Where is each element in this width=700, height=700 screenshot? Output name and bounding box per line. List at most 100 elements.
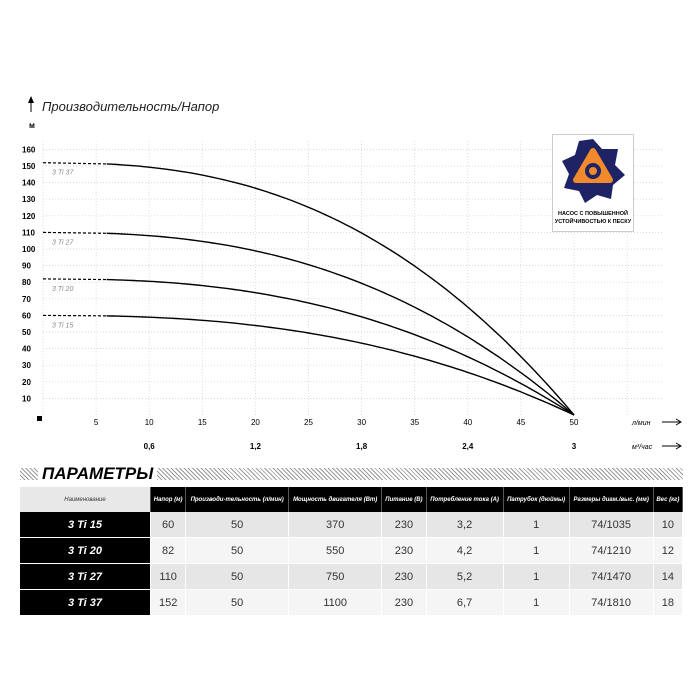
value-cell: 5,2	[426, 563, 504, 590]
table-row: 3 Ti 20 82 50 550 230 4,2 1 74/1210 12	[20, 537, 684, 564]
value-cell: 74/1035	[569, 512, 654, 538]
value-cell: 1	[503, 589, 570, 616]
value-cell: 14	[653, 563, 684, 590]
series-line	[106, 163, 575, 416]
y-tick-label: 120	[22, 212, 36, 221]
col-header: Размеры диам./выс. (мм)	[569, 487, 654, 512]
value-cell: 50	[185, 512, 290, 538]
origin-marker	[37, 416, 42, 421]
value-cell: 10	[653, 512, 684, 538]
params-section-header: ПАРАМЕТРЫ	[20, 464, 683, 484]
badge-caption: НАСОС С ПОВЫШЕННОЙ УСТОЙЧИВОСТЬЮ К ПЕСКУ	[554, 211, 632, 225]
value-cell: 4,2	[426, 537, 504, 564]
value-cell: 50	[185, 537, 290, 564]
table-header-row: Наименование Напор (м) Производи-тельнос…	[20, 487, 684, 512]
value-cell: 230	[381, 512, 427, 538]
value-cell: 50	[185, 589, 290, 616]
series-line	[106, 278, 575, 416]
x-tick-label: 35	[410, 418, 419, 427]
x-tick-label: 45	[516, 418, 525, 427]
y-tick-label: 90	[22, 262, 31, 271]
x-tick-label: 30	[357, 418, 366, 427]
y-tick-label: 80	[22, 278, 31, 287]
x2-tick-label: 3	[572, 442, 577, 451]
series-label: 3 Ti 27	[52, 239, 74, 246]
x2-tick-label: 1,8	[356, 442, 368, 451]
col-header: Производи-тельность (л/мин)	[185, 487, 290, 512]
series-line	[106, 315, 575, 416]
impeller-logo-icon	[562, 139, 625, 203]
model-name-cell: 3 Ti 37	[20, 589, 151, 616]
table-row: 3 Ti 37 152 50 1100 230 6,7 1 74/1810 18	[20, 589, 684, 616]
model-name-cell: 3 Ti 20	[20, 537, 151, 564]
x-tick-label: 25	[304, 418, 313, 427]
value-cell: 50	[185, 563, 290, 590]
x2-tick-label: 1,2	[250, 442, 262, 451]
series-dashed-segment	[42, 162, 107, 165]
value-cell: 110	[150, 563, 187, 590]
col-header: Питание (В)	[381, 487, 427, 512]
value-cell: 74/1470	[569, 563, 654, 590]
series-dashed-segment	[42, 278, 107, 281]
series-label: 3 Ti 37	[52, 170, 74, 177]
value-cell: 550	[288, 537, 383, 564]
value-cell: 3,2	[426, 512, 504, 538]
value-cell: 18	[653, 589, 684, 616]
y-tick-label: 110	[22, 228, 35, 237]
value-cell: 12	[653, 537, 684, 564]
series-label: 3 Ti 15	[52, 322, 73, 329]
col-header: Вес (кг)	[653, 487, 684, 512]
model-name-cell: 3 Ti 15	[20, 512, 151, 538]
col-header: Мощность двигателя (Вт)	[288, 487, 383, 512]
value-cell: 82	[150, 537, 187, 564]
series-label: 3 Ti 20	[52, 286, 73, 293]
value-cell: 230	[381, 563, 427, 590]
y-axis-unit: м	[29, 121, 35, 130]
x2-axis-arrow-icon	[662, 442, 682, 450]
y-tick-label: 40	[22, 345, 31, 354]
y-tick-label: 50	[22, 328, 31, 337]
y-axis-arrow-head-icon	[28, 96, 34, 103]
col-header: Наименование	[20, 487, 151, 512]
col-header: Напор (м)	[150, 487, 187, 512]
value-cell: 74/1210	[569, 537, 654, 564]
x-tick-label: 5	[94, 418, 99, 427]
col-header: Патрубок (дюймы)	[503, 487, 570, 512]
pump-curve-chart: 10 20 30 40 50 60 70 80 90 100 110 120 130 140 150 160 5…	[22, 96, 682, 451]
y-tick-label: 70	[22, 295, 31, 304]
value-cell: 60	[150, 512, 187, 538]
x-tick-label: 10	[145, 418, 154, 427]
series-line	[106, 232, 575, 416]
series-dashed-segment	[42, 231, 107, 234]
value-cell: 74/1810	[569, 589, 654, 616]
y-tick-label: 20	[22, 378, 31, 387]
x-tick-label: 15	[198, 418, 207, 427]
table-row: 3 Ti 15 60 50 370 230 3,2 1 74/1035 10	[20, 512, 684, 538]
value-cell: 1100	[288, 589, 383, 616]
y-tick-label: 140	[22, 179, 36, 188]
y-tick-label: 60	[22, 311, 31, 320]
value-cell: 750	[288, 563, 383, 590]
y-tick-label: 100	[22, 245, 36, 254]
chart-title: Производительность/Напор	[42, 99, 220, 114]
params-title: ПАРАМЕТРЫ	[38, 464, 158, 484]
sand-resistant-badge: НАСОС С ПОВЫШЕННОЙ УСТОЙЧИВОСТЬЮ К ПЕСКУ	[552, 134, 634, 232]
y-tick-label: 10	[22, 394, 31, 403]
y-tick-label: 150	[22, 162, 36, 171]
y-tick-label: 160	[22, 145, 36, 154]
value-cell: 1	[503, 537, 570, 564]
x-axis-arrow-icon	[662, 418, 682, 426]
y-tick-label: 130	[22, 195, 36, 204]
x-tick-label: 40	[463, 418, 472, 427]
table-row: 3 Ti 27 110 50 750 230 5,2 1 74/1470 14	[20, 563, 684, 590]
x2-axis-label: м³/час	[632, 444, 653, 451]
x2-tick-label: 0,6	[144, 442, 156, 451]
value-cell: 6,7	[426, 589, 504, 616]
col-header: Потребление тока (А)	[426, 487, 504, 512]
x-tick-label: 20	[251, 418, 260, 427]
value-cell: 1	[503, 512, 570, 538]
value-cell: 1	[503, 563, 570, 590]
x-axis-label: л/мин	[631, 420, 651, 427]
x2-tick-label: 2,4	[462, 442, 474, 451]
value-cell: 152	[150, 589, 187, 616]
